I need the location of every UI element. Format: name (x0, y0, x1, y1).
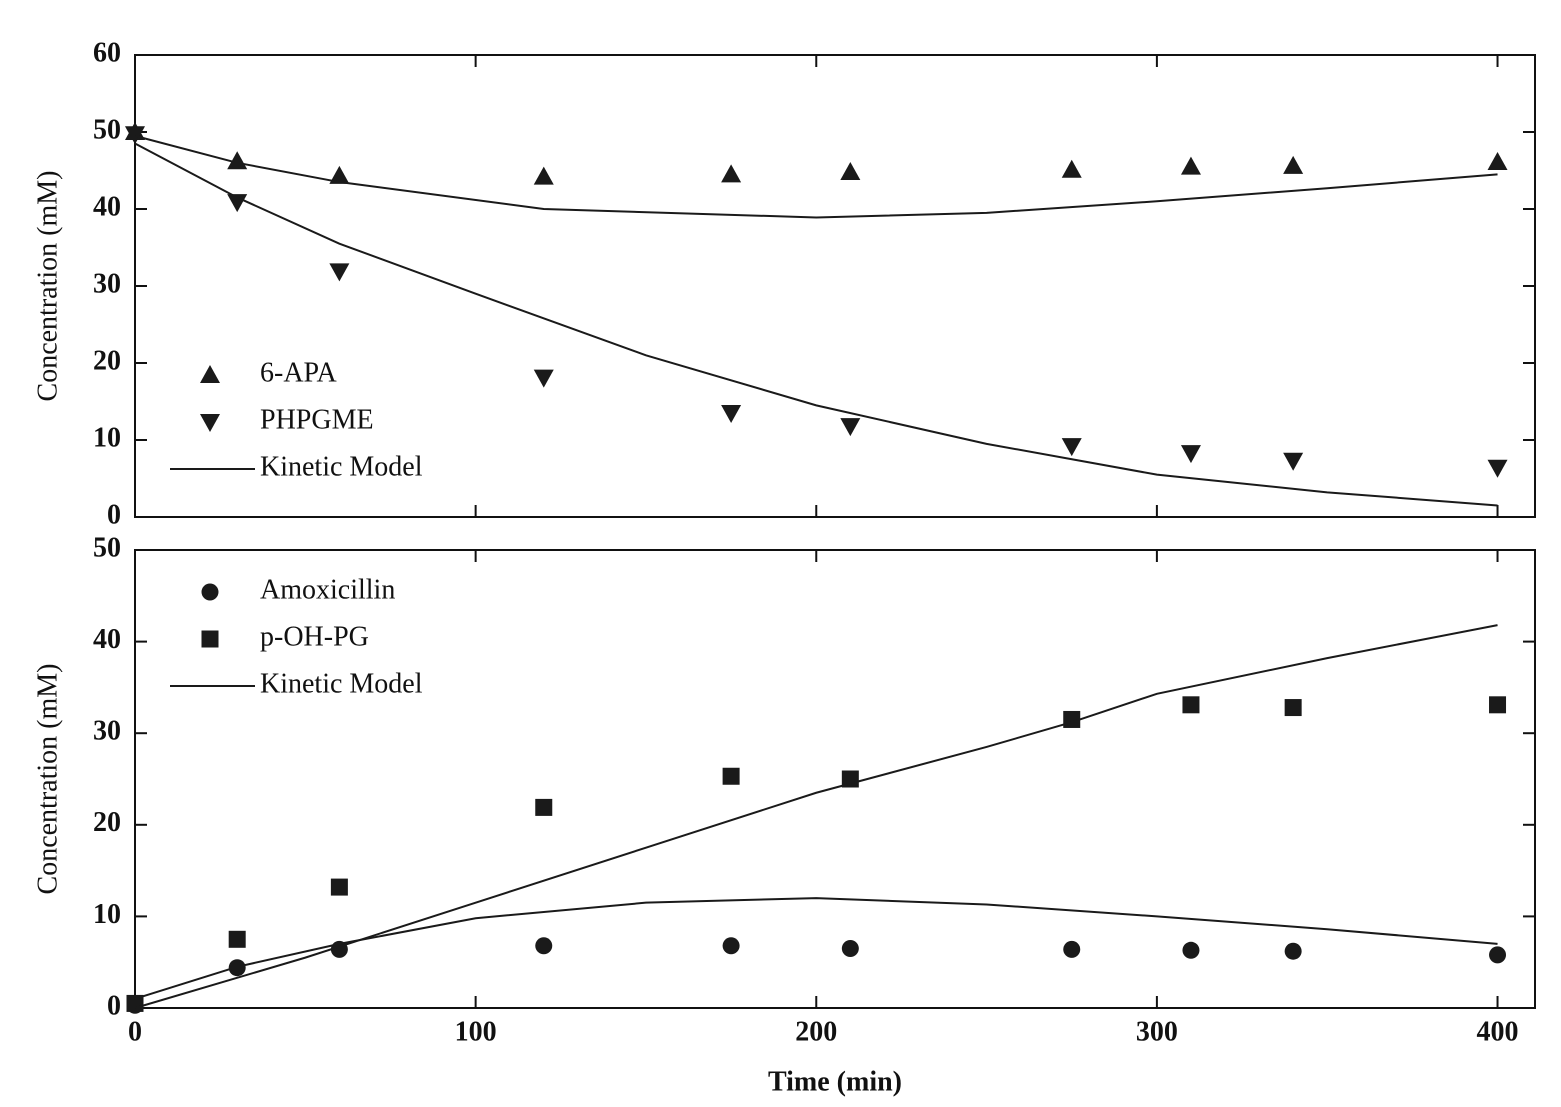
data-point (841, 939, 859, 957)
data-point (840, 418, 861, 437)
data-point (1182, 941, 1200, 959)
y-tick-label: 50 (93, 114, 121, 145)
data-point (1182, 696, 1200, 714)
legend-marker (200, 365, 220, 383)
data-point (535, 937, 553, 955)
x-tick-label: 400 (1477, 1016, 1519, 1047)
data-point (329, 263, 350, 282)
x-tick-label: 300 (1136, 1016, 1178, 1047)
y-tick-label: 0 (107, 499, 121, 530)
data-point (721, 164, 742, 183)
data-point (1489, 946, 1507, 964)
legend-label: Kinetic Model (260, 668, 423, 699)
data-point (722, 767, 740, 785)
data-point (533, 369, 554, 388)
model-curve (134, 142, 1498, 507)
data-point (1489, 696, 1507, 714)
legend-marker (201, 583, 219, 601)
legend-label: PHPGME (260, 404, 374, 435)
data-point (1284, 699, 1302, 717)
data-point (1487, 459, 1508, 478)
y-tick-label: 0 (107, 990, 121, 1021)
y-tick-label: 40 (93, 624, 121, 655)
data-point (533, 166, 554, 185)
legend-label: p-OH-PG (260, 621, 369, 652)
data-point (330, 878, 348, 896)
y-tick-label: 20 (93, 807, 121, 838)
y-tick-label: 30 (93, 268, 121, 299)
data-point (1283, 155, 1304, 174)
data-point (722, 937, 740, 955)
plot-frame (134, 549, 1536, 1009)
y-tick-label: 10 (93, 422, 121, 453)
x-tick-label: 200 (795, 1016, 837, 1047)
data-point (1180, 445, 1201, 464)
y-tick-label: 20 (93, 345, 121, 376)
data-point (329, 165, 350, 184)
model-curve (134, 624, 1498, 1009)
plot-frame (134, 54, 1536, 518)
data-point (840, 162, 861, 181)
y-tick-label: 10 (93, 899, 121, 930)
y-tick-label: 30 (93, 716, 121, 747)
x-axis-label: Time (min) (768, 1066, 902, 1097)
data-point (1283, 452, 1304, 471)
legend-label: Kinetic Model (260, 451, 423, 482)
y-axis-label: Concentration (mM) (32, 171, 63, 402)
data-point (1061, 438, 1082, 457)
legend-marker (201, 630, 219, 648)
data-point (227, 151, 248, 170)
data-point (1180, 156, 1201, 175)
data-point (227, 194, 248, 213)
model-curve (134, 134, 1498, 219)
legend-marker (200, 414, 220, 432)
x-tick-label: 0 (128, 1016, 142, 1047)
data-point (125, 126, 145, 145)
y-tick-label: 60 (93, 37, 121, 68)
x-tick-label: 100 (455, 1016, 497, 1047)
legend-label: 6-APA (260, 357, 338, 388)
data-point (1063, 940, 1081, 958)
y-tick-label: 40 (93, 191, 121, 222)
y-axis-label: Concentration (mM) (32, 664, 63, 895)
legend-label: Amoxicillin (260, 574, 395, 605)
data-point (721, 405, 742, 424)
data-point (1284, 942, 1302, 960)
data-point (228, 930, 246, 948)
model-curve (134, 897, 1498, 1000)
data-point (535, 798, 553, 816)
data-point (1061, 159, 1082, 178)
y-tick-label: 50 (93, 532, 121, 563)
data-point (1487, 152, 1508, 171)
